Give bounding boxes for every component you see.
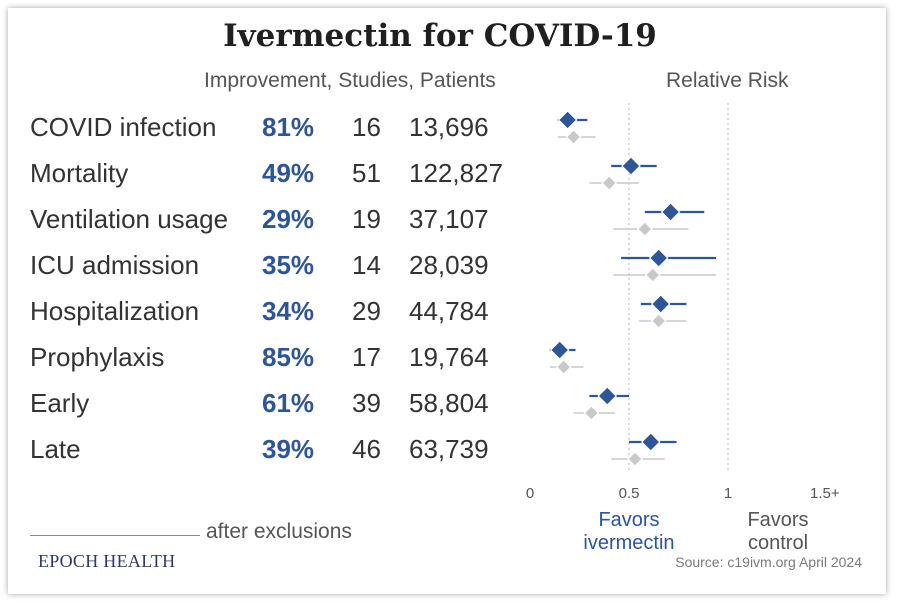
row-improvement: 35% — [262, 250, 315, 280]
table-row: Prophylaxis 85% 17 19,764 — [0, 342, 520, 382]
row-improvement: 81% — [262, 112, 315, 142]
row-improvement: 61% — [262, 388, 315, 418]
axis-tick-label: 0 — [526, 485, 534, 502]
row-studies: 16 — [352, 112, 381, 142]
rr-marker-excl — [636, 221, 653, 237]
row-improvement: 85% — [262, 342, 315, 372]
rr-marker-excl — [601, 175, 618, 191]
row-patients: 13,696 — [409, 112, 489, 142]
row-studies: 17 — [352, 342, 381, 372]
axis-tick-label: 1 — [724, 485, 732, 502]
source-note: Source: c19ivm.org April 2024 — [675, 554, 862, 570]
table-row: COVID infection 81% 16 13,696 — [0, 112, 520, 152]
row-improvement: 39% — [262, 434, 315, 464]
favors-control-label: control — [748, 532, 808, 554]
rr-marker-main — [597, 386, 618, 406]
row-studies: 29 — [352, 296, 381, 326]
columns-header: Improvement, Studies, Patients — [204, 69, 496, 92]
favors-ivermectin-label: Favors — [598, 509, 659, 531]
row-patients: 122,827 — [409, 158, 503, 188]
favors-control-label: Favors — [747, 509, 808, 531]
row-improvement: 49% — [262, 158, 315, 188]
row-label: COVID infection — [30, 112, 217, 142]
table-row: Mortality 49% 51 122,827 — [0, 158, 520, 198]
row-studies: 14 — [352, 250, 381, 280]
rr-marker-excl — [650, 313, 667, 329]
brand-logo: EPOCH HEALTH — [38, 551, 176, 571]
row-studies: 39 — [352, 388, 381, 418]
rr-marker-main — [549, 340, 570, 360]
rr-marker-excl — [583, 405, 600, 421]
row-label: Mortality — [30, 158, 129, 188]
rr-marker-main — [557, 110, 578, 130]
after-exclusions-legend-label: after exclusions — [206, 520, 352, 543]
rr-marker-excl — [555, 359, 572, 375]
rr-marker-excl — [627, 451, 643, 467]
rr-marker-main — [648, 248, 669, 268]
rr-marker-main — [660, 202, 681, 222]
row-label: Hospitalization — [30, 296, 200, 326]
row-studies: 51 — [352, 158, 381, 188]
row-improvement: 29% — [262, 204, 315, 234]
rr-marker-main — [640, 432, 661, 452]
table-row: Early 61% 39 58,804 — [0, 388, 520, 428]
after-exclusions-legend-line — [30, 535, 200, 536]
row-patients: 19,764 — [409, 342, 489, 372]
relative-risk-header: Relative Risk — [666, 69, 789, 92]
chart-title: Ivermectin for COVID-19 — [223, 18, 657, 54]
rr-marker-main — [650, 294, 671, 314]
row-improvement: 34% — [262, 296, 315, 326]
table-row: Ventilation usage 29% 19 37,107 — [0, 204, 520, 244]
table-row: ICU admission 35% 14 28,039 — [0, 250, 520, 290]
row-patients: 37,107 — [409, 204, 489, 234]
chart-card — [8, 8, 886, 594]
row-patients: 28,039 — [409, 250, 489, 280]
row-label: Late — [30, 434, 81, 464]
rr-marker-excl — [565, 129, 582, 145]
row-label: Ventilation usage — [30, 204, 229, 234]
row-studies: 46 — [352, 434, 381, 464]
row-label: ICU admission — [30, 250, 200, 280]
row-studies: 19 — [352, 204, 381, 234]
row-label: Prophylaxis — [30, 342, 165, 372]
axis-tick-label: 1.5+ — [810, 485, 840, 502]
row-patients: 44,784 — [409, 296, 489, 326]
row-patients: 58,804 — [409, 388, 489, 418]
rr-marker-main — [621, 156, 641, 176]
row-patients: 63,739 — [409, 434, 489, 464]
favors-ivermectin-label: ivermectin — [583, 532, 674, 554]
rr-marker-excl — [644, 267, 661, 283]
row-label: Early — [30, 388, 90, 418]
table-row: Hospitalization 34% 29 44,784 — [0, 296, 520, 336]
axis-tick-label: 0.5 — [619, 485, 640, 502]
table-row: Late 39% 46 63,739 — [0, 434, 520, 474]
